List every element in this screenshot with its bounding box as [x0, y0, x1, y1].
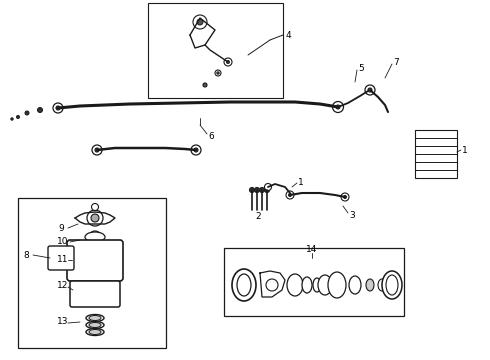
Circle shape [25, 111, 29, 115]
Text: 14: 14 [306, 246, 318, 255]
Circle shape [87, 210, 103, 226]
Circle shape [224, 58, 232, 66]
Circle shape [215, 70, 221, 76]
FancyBboxPatch shape [48, 246, 74, 270]
Circle shape [336, 105, 340, 109]
Circle shape [341, 193, 349, 201]
Circle shape [266, 279, 278, 291]
Circle shape [249, 188, 254, 193]
Text: 1: 1 [462, 145, 468, 154]
Circle shape [265, 184, 271, 190]
Bar [224, 248, 404, 316]
Ellipse shape [382, 271, 402, 299]
Circle shape [193, 15, 207, 29]
FancyBboxPatch shape [70, 281, 120, 307]
Ellipse shape [378, 279, 386, 291]
Text: 2: 2 [255, 212, 261, 220]
Ellipse shape [89, 329, 101, 334]
Ellipse shape [86, 321, 104, 328]
Circle shape [333, 102, 343, 112]
Circle shape [11, 118, 13, 120]
Ellipse shape [302, 277, 312, 293]
Circle shape [53, 103, 63, 113]
Circle shape [217, 72, 219, 74]
Text: 8: 8 [23, 251, 29, 260]
Circle shape [56, 106, 60, 110]
Ellipse shape [237, 274, 251, 296]
Bar [148, 3, 283, 98]
Circle shape [343, 195, 346, 198]
Ellipse shape [366, 279, 374, 291]
Text: 7: 7 [393, 58, 399, 67]
Circle shape [191, 145, 201, 155]
Circle shape [17, 116, 20, 118]
Ellipse shape [318, 275, 332, 295]
Text: 5: 5 [358, 63, 364, 72]
Ellipse shape [287, 274, 303, 296]
Circle shape [254, 188, 260, 193]
Ellipse shape [232, 269, 256, 301]
Circle shape [260, 188, 265, 193]
Circle shape [38, 108, 43, 112]
Bar [415, 130, 457, 178]
Ellipse shape [328, 272, 346, 298]
Circle shape [365, 85, 375, 95]
Text: 3: 3 [349, 211, 355, 220]
Text: 12: 12 [57, 282, 69, 291]
Text: 9: 9 [58, 224, 64, 233]
Circle shape [368, 88, 372, 92]
Text: 6: 6 [208, 131, 214, 140]
Ellipse shape [89, 315, 101, 320]
Ellipse shape [386, 275, 398, 295]
Text: 4: 4 [286, 31, 292, 40]
Circle shape [203, 83, 207, 87]
Text: 11: 11 [57, 256, 69, 265]
Ellipse shape [89, 323, 101, 328]
Circle shape [286, 191, 294, 199]
Text: 10: 10 [57, 238, 69, 247]
Circle shape [95, 148, 99, 152]
Circle shape [265, 188, 270, 193]
Circle shape [194, 148, 198, 152]
Circle shape [226, 60, 229, 63]
Circle shape [89, 231, 101, 243]
Circle shape [91, 214, 99, 222]
Ellipse shape [85, 232, 105, 242]
Ellipse shape [313, 278, 321, 292]
Text: 1: 1 [298, 177, 304, 186]
Text: 13: 13 [57, 318, 69, 327]
Circle shape [197, 19, 203, 25]
FancyBboxPatch shape [67, 240, 123, 281]
Ellipse shape [86, 315, 104, 321]
Bar [18, 198, 166, 348]
Circle shape [92, 203, 98, 211]
Ellipse shape [86, 328, 104, 336]
Circle shape [289, 194, 292, 197]
Ellipse shape [349, 276, 361, 294]
Circle shape [92, 145, 102, 155]
